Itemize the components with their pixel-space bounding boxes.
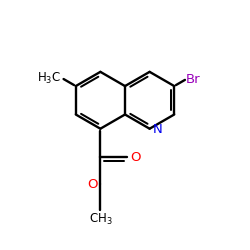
Text: O: O: [130, 151, 141, 164]
Text: Br: Br: [186, 73, 201, 86]
Text: $\mathdefault{CH_3}$: $\mathdefault{CH_3}$: [88, 212, 112, 228]
Text: N: N: [153, 123, 162, 136]
Text: O: O: [88, 178, 98, 191]
Text: $\mathdefault{H_3C}$: $\mathdefault{H_3C}$: [37, 71, 61, 86]
